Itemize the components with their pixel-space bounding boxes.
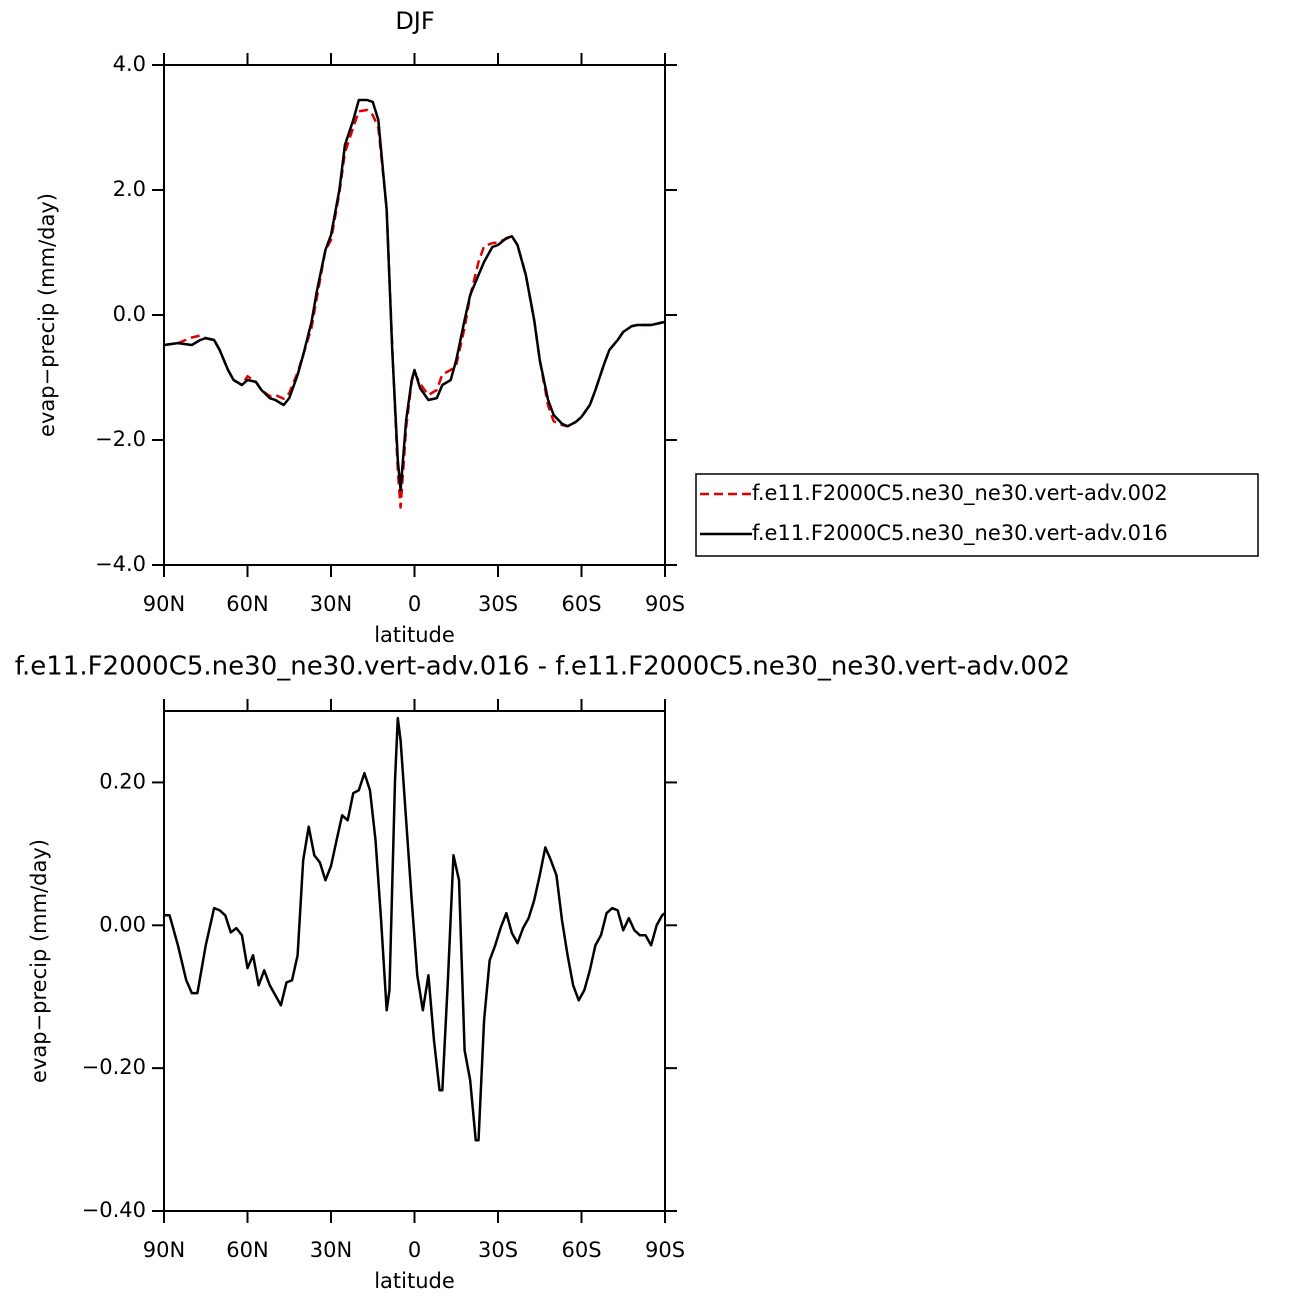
x-tick-label: 30N <box>310 592 352 616</box>
data-line <box>164 716 666 1142</box>
y-axis-label: evap−precip (mm/day) <box>35 193 59 437</box>
x-tick-label: 90S <box>645 592 685 616</box>
y-tick-label: −0.40 <box>82 1198 146 1222</box>
x-tick-label: 30S <box>478 592 518 616</box>
y-tick-label: −0.20 <box>82 1055 146 1079</box>
x-tick-label: 60S <box>561 1238 601 1262</box>
x-tick-label: 60N <box>226 592 268 616</box>
x-tick-label: 90N <box>143 592 185 616</box>
y-axis-label: evap−precip (mm/day) <box>27 839 51 1083</box>
x-tick-label: 60N <box>226 1238 268 1262</box>
x-tick-label: 30S <box>478 1238 518 1262</box>
legend-label: f.e11.F2000C5.ne30_ne30.vert-adv.002 <box>752 481 1168 506</box>
x-tick-label: 90S <box>645 1238 685 1262</box>
x-tick-label: 0 <box>408 592 421 616</box>
y-tick-label: 0.0 <box>113 302 146 326</box>
y-tick-label: 4.0 <box>113 52 146 76</box>
x-axis-label: latitude <box>374 623 455 647</box>
legend-label: f.e11.F2000C5.ne30_ne30.vert-adv.016 <box>752 521 1168 546</box>
data-line <box>163 98 666 492</box>
chart-title: DJF <box>395 7 434 35</box>
x-tick-label: 60S <box>561 592 601 616</box>
y-tick-label: −2.0 <box>95 427 146 451</box>
x-axis-label: latitude <box>374 1269 455 1293</box>
chart-title: f.e11.F2000C5.ne30_ne30.vert-adv.016 - f… <box>15 652 1070 682</box>
y-tick-label: 2.0 <box>113 177 146 201</box>
plot-frame <box>163 64 666 566</box>
x-tick-label: 30N <box>310 1238 352 1262</box>
x-tick-label: 0 <box>408 1238 421 1262</box>
y-tick-label: −4.0 <box>95 552 146 576</box>
legend-box <box>695 473 1259 557</box>
y-tick-label: 0.20 <box>99 769 146 793</box>
plot-frame <box>163 710 666 1212</box>
y-tick-label: 0.00 <box>99 912 146 936</box>
x-tick-label: 90N <box>143 1238 185 1262</box>
